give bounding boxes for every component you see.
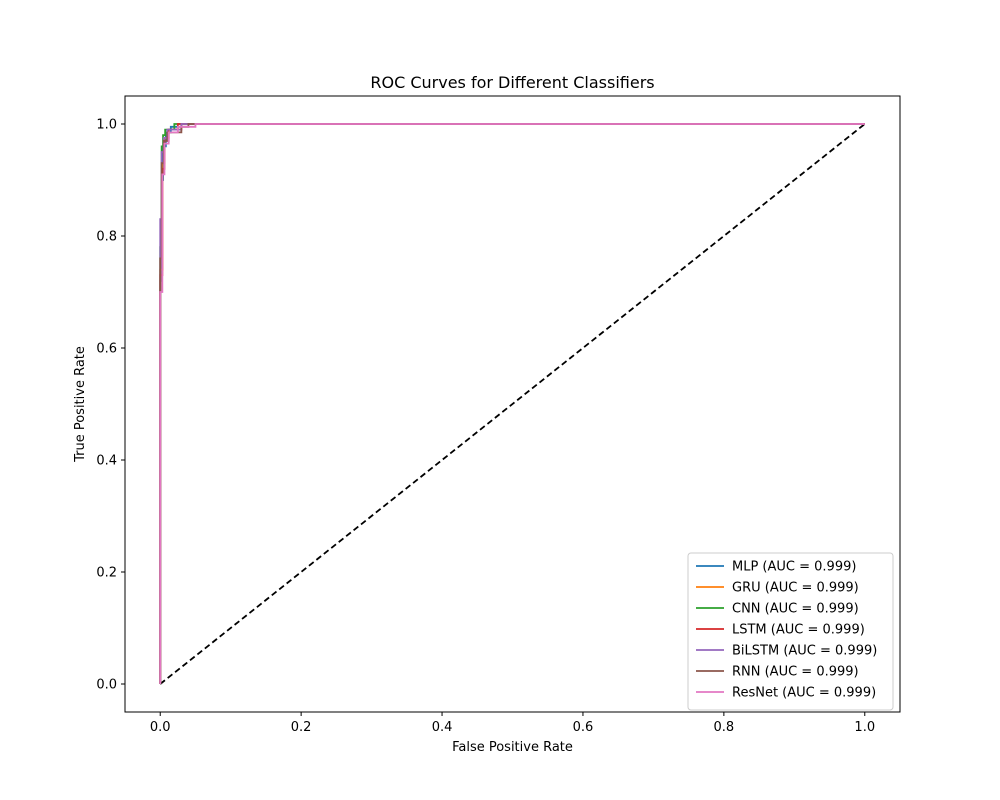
y-tick-label: 0.6 — [96, 342, 117, 357]
x-tick-label: 1.0 — [854, 720, 875, 735]
x-tick-label: 0.4 — [432, 720, 453, 735]
legend-label-2: CNN (AUC = 0.999) — [732, 602, 859, 617]
x-tick-label: 0.0 — [150, 720, 171, 735]
x-tick-label: 0.6 — [573, 720, 594, 735]
y-tick-label: 0.8 — [96, 230, 117, 245]
y-tick-label: 0.0 — [96, 678, 117, 693]
y-tick-label: 1.0 — [96, 118, 117, 133]
legend-box — [687, 552, 894, 711]
legend-label-4: BiLSTM (AUC = 0.999) — [732, 644, 877, 659]
chance-diagonal-line — [159, 123, 866, 685]
x-axis-title: False Positive Rate — [452, 740, 573, 755]
y-tick-label: 0.2 — [96, 566, 117, 581]
y-axis-title: True Positive Rate — [73, 346, 88, 463]
y-tick-label: 0.4 — [96, 454, 117, 469]
legend-label-6: ResNet (AUC = 0.999) — [732, 686, 876, 701]
legend-label-0: MLP (AUC = 0.999) — [732, 560, 856, 575]
axis-ticks: 0.0 0.2 0.4 0.6 0.8 1.0 0.0 0.2 0.4 0.6 0.8 1.0 — [96, 118, 875, 736]
x-tick-label: 0.8 — [714, 720, 735, 735]
chart-title: ROC Curves for Different Classifiers — [370, 73, 654, 92]
legend: MLP (AUC = 0.999) GRU (AUC = 0.999) CNN (A… — [687, 552, 894, 711]
legend-label-5: RNN (AUC = 0.999) — [732, 665, 859, 680]
x-tick-label: 0.2 — [291, 720, 312, 735]
series-line-6 — [159, 123, 865, 684]
legend-label-1: GRU (AUC = 0.999) — [732, 581, 859, 596]
legend-label-3: LSTM (AUC = 0.999) — [732, 623, 865, 638]
plot-area — [159, 123, 866, 685]
axes-frame — [124, 95, 901, 713]
